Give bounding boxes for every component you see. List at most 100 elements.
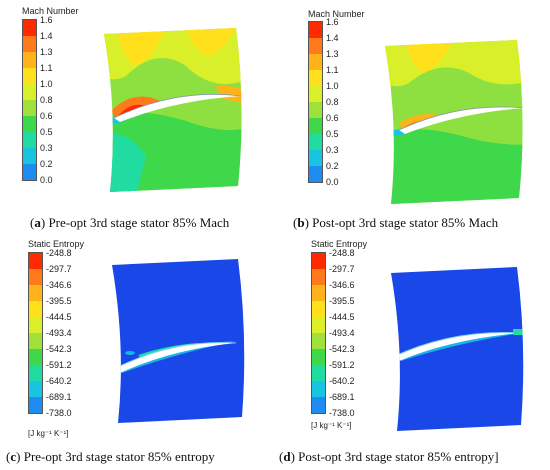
colorbar-swatch <box>23 84 36 100</box>
colorbar-tick-label: -689.1 <box>329 392 355 402</box>
colorbar-swatch <box>312 269 325 285</box>
colorbar-swatch <box>309 102 322 118</box>
panel-a: Mach Number 1.6 1.4 1.3 1.1 1.0 0.8 0.6 0.5 0.3 0… <box>0 0 275 235</box>
colorbar-swatch <box>23 100 36 116</box>
colorbar-tick-label: -493.4 <box>46 328 72 338</box>
caption-letter: b <box>297 215 305 230</box>
colorbar-swatch <box>23 148 36 164</box>
colorbar-tick-label: 0.6 <box>326 113 339 123</box>
colorbar-tick-label: -395.5 <box>329 296 355 306</box>
colorbar-swatch <box>309 70 322 86</box>
colorbar-tick-label: 1.6 <box>326 17 339 27</box>
colorbar-swatch <box>29 381 42 397</box>
colorbar-tick-label: -248.8 <box>329 248 355 258</box>
colorbar-tick-label: 1.4 <box>40 31 53 41</box>
colorbar-swatch <box>309 22 322 38</box>
colorbar-swatch <box>309 86 322 102</box>
colorbar-tick-label: -297.7 <box>329 264 355 274</box>
colorbar-tick-label: 0.6 <box>40 111 53 121</box>
colorbar-tick-label: -591.2 <box>46 360 72 370</box>
colorbar-tick-label: -738.0 <box>329 408 355 418</box>
colorbar-tick-label: -346.6 <box>329 280 355 290</box>
caption: (c) Pre-opt 3rd stage stator 85% entropy <box>6 449 215 464</box>
colorbar-swatch <box>309 54 322 70</box>
colorbar-swatch <box>29 397 42 413</box>
legend-title: Static Entropy <box>311 239 368 249</box>
colorbar-swatch <box>312 397 325 413</box>
caption: (d) Post-opt 3rd stage stator 85% entrop… <box>279 449 499 464</box>
colorbar-swatch <box>23 132 36 148</box>
colorbar-swatch <box>312 285 325 301</box>
caption-text: Post-opt 3rd stage stator 85% entropy] <box>298 449 499 464</box>
colorbar-swatch <box>29 301 42 317</box>
colorbar-tick-label: -493.4 <box>329 328 355 338</box>
colorbar-swatch <box>29 349 42 365</box>
panel-b: Mach Number 1.6 1.4 1.3 1.1 1.0 0.8 0.6 0.5 0.3 0… <box>275 0 550 235</box>
colorbar-swatch <box>312 333 325 349</box>
colorbar-swatch <box>23 36 36 52</box>
colorbar-tick-label: 1.1 <box>326 65 339 75</box>
colorbar-tick-label: -542.3 <box>329 344 355 354</box>
colorbar-tick-label: -297.7 <box>46 264 72 274</box>
colorbar-swatch <box>309 166 322 182</box>
colorbar-tick-label: 0.3 <box>40 143 53 153</box>
colorbar-tick-label: -346.6 <box>46 280 72 290</box>
caption: (b) Post-opt 3rd stage stator 85% Mach <box>293 215 499 230</box>
entropy-contour-field <box>391 267 524 431</box>
colorbar-swatch <box>309 150 322 166</box>
colorbar <box>22 19 37 181</box>
colorbar-tick-label: 0.5 <box>40 127 53 137</box>
colorbar-swatch <box>312 349 325 365</box>
colorbar-swatch <box>29 285 42 301</box>
caption-text: Pre-opt 3rd stage stator 85% Mach <box>48 215 230 230</box>
colorbar-swatch <box>29 317 42 333</box>
colorbar-tick-label: 1.3 <box>40 47 53 57</box>
caption-letter: d <box>283 449 291 464</box>
colorbar-tick-label: 0.2 <box>40 159 53 169</box>
colorbar-tick-label: -444.5 <box>46 312 72 322</box>
colorbar <box>308 21 323 183</box>
mach-contour-field <box>385 40 523 204</box>
colorbar-tick-label: 0.2 <box>326 161 339 171</box>
colorbar-tick-label: 0.0 <box>326 177 339 187</box>
colorbar-tick-label: -640.2 <box>329 376 355 386</box>
caption-text: Pre-opt 3rd stage stator 85% entropy <box>23 449 215 464</box>
caption-letter: c <box>10 449 17 464</box>
colorbar-tick-label: -738.0 <box>46 408 72 418</box>
colorbar-tick-label: 0.5 <box>326 129 339 139</box>
colorbar-swatch <box>23 116 36 132</box>
colorbar-swatch <box>309 38 322 54</box>
colorbar-tick-label: 1.6 <box>40 15 53 25</box>
colorbar-tick-label: -444.5 <box>329 312 355 322</box>
colorbar-swatch <box>23 52 36 68</box>
colorbar-tick-label: 0.8 <box>40 95 53 105</box>
colorbar-swatch <box>29 253 42 269</box>
colorbar-tick-label: 0.0 <box>40 175 53 185</box>
colorbar-tick-label: -591.2 <box>329 360 355 370</box>
colorbar <box>28 252 43 414</box>
colorbar-tick-label: -395.5 <box>46 296 72 306</box>
legend-title: Mach Number <box>308 9 365 19</box>
caption-text: Post-opt 3rd stage stator 85% Mach <box>312 215 499 230</box>
panel-c: Static Entropy -248.8 -297.7 -346.6 -395.5 -… <box>0 235 275 470</box>
colorbar-tick-label: 1.1 <box>40 63 53 73</box>
colorbar-swatch <box>309 134 322 150</box>
colorbar-swatch <box>23 164 36 180</box>
colorbar-tick-label: -689.1 <box>46 392 72 402</box>
colorbar-tick-label: 1.4 <box>326 33 339 43</box>
unit-label: [J kg⁻¹ K⁻¹] <box>311 421 352 430</box>
unit-label: [J kg⁻¹ K⁻¹] <box>28 429 69 438</box>
legend-title: Mach Number <box>22 6 79 16</box>
colorbar-tick-label: 1.0 <box>326 81 339 91</box>
colorbar-tick-label: 0.3 <box>326 145 339 155</box>
colorbar-swatch <box>23 68 36 84</box>
colorbar <box>311 252 326 414</box>
colorbar-tick-label: -542.3 <box>46 344 72 354</box>
panel-d: Static Entropy -248.8 -297.7 -346.6 -395.5 -… <box>275 235 550 470</box>
colorbar-tick-label: 1.3 <box>326 49 339 59</box>
caption: (a) Pre-opt 3rd stage stator 85% Mach <box>30 215 230 230</box>
mach-contour-field <box>104 28 242 192</box>
colorbar-tick-label: -640.2 <box>46 376 72 386</box>
colorbar-swatch <box>312 365 325 381</box>
colorbar-swatch <box>23 20 36 36</box>
